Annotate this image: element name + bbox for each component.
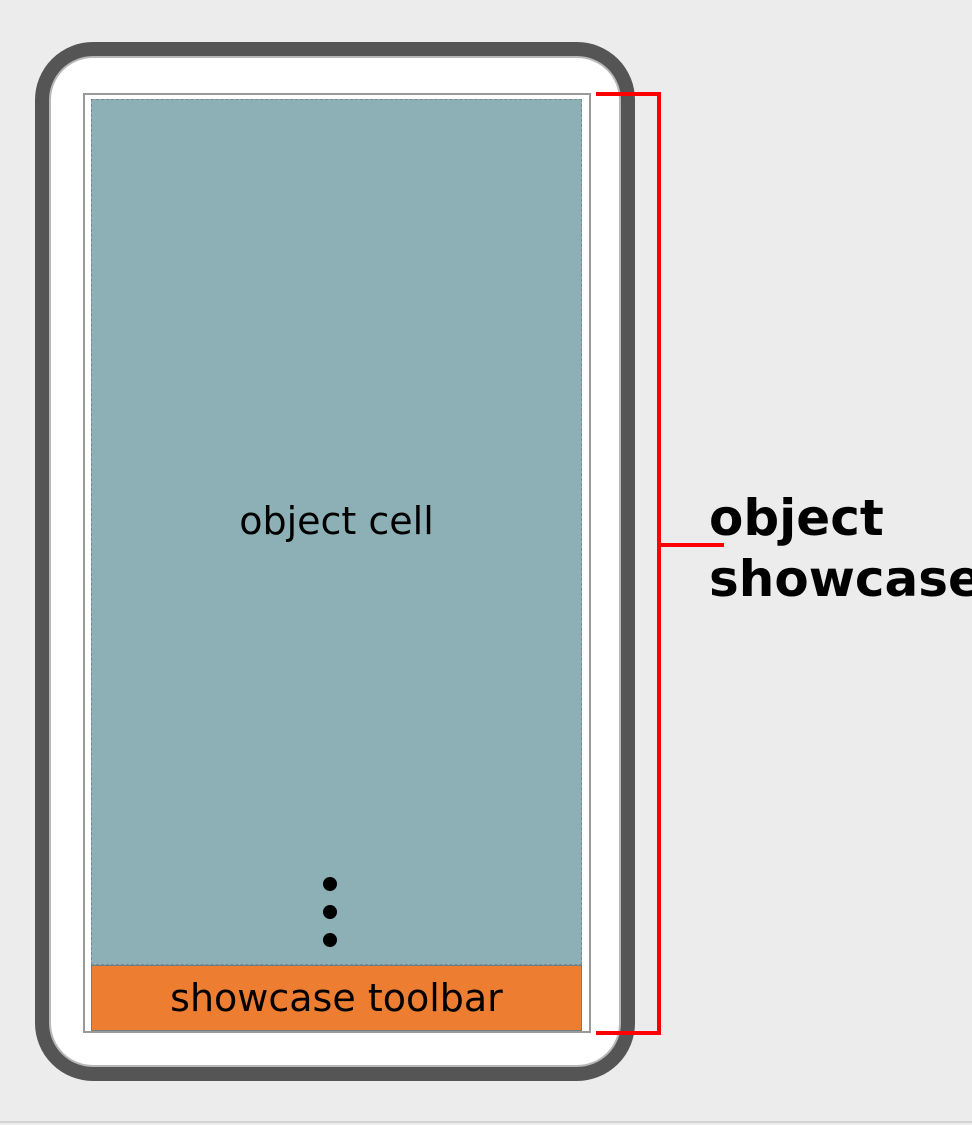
showcase-toolbar: showcase toolbar <box>91 965 582 1031</box>
bracket-line <box>596 92 661 1035</box>
ellipsis-dot <box>323 933 337 947</box>
vertical-ellipsis-icon <box>323 877 337 949</box>
bracket-annotation <box>596 92 724 1035</box>
bottom-divider <box>0 1121 972 1123</box>
ellipsis-dot <box>323 905 337 919</box>
object-cell-label: object cell <box>239 499 434 543</box>
showcase-label-line2: showcase <box>709 550 972 608</box>
ellipsis-dot <box>323 877 337 891</box>
object-cell: object cell <box>91 99 582 965</box>
showcase-label-line1: object <box>709 489 884 547</box>
object-showcase-label: object showcase <box>709 488 972 610</box>
